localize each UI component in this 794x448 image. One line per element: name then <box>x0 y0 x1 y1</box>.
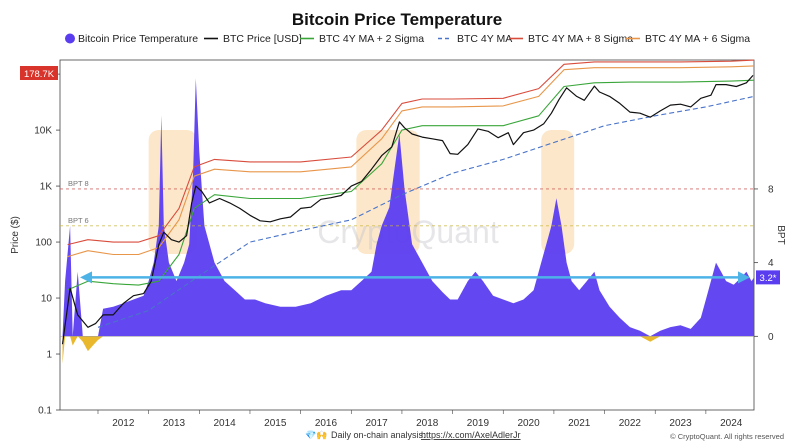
reference-line-label: BPT 8 <box>68 179 89 188</box>
arrow-head-left <box>80 271 92 284</box>
bpt-badge-text: 3.2* <box>760 273 777 284</box>
x-tick-label: 2024 <box>720 418 743 429</box>
legend-label: BTC Price [USD] <box>223 33 302 45</box>
arrow-head-right <box>738 271 750 284</box>
series-line <box>97 95 755 328</box>
reference-line-label: BPT 6 <box>68 216 89 225</box>
series-line <box>67 79 755 291</box>
right-tick-label: 0 <box>768 332 774 343</box>
footer-icons: 💎🙌 <box>305 430 327 440</box>
footer-prefix: Daily on-chain analysis: <box>331 430 426 440</box>
right-tick-label: 8 <box>768 184 774 195</box>
series-line <box>67 65 755 258</box>
x-tick-label: 2012 <box>112 418 135 429</box>
x-tick-label: 2013 <box>163 418 186 429</box>
right-tick-label: 4 <box>768 258 774 269</box>
left-tick-label: 1K <box>40 182 53 193</box>
x-tick-label: 2015 <box>264 418 287 429</box>
x-tick-label: 2019 <box>467 418 490 429</box>
legend-label: BTC 4Y MA + 6 Sigma <box>645 33 750 45</box>
x-tick-label: 2021 <box>568 418 591 429</box>
footer: 💎🙌 Daily on-chain analysis: https://x.co… <box>305 430 784 441</box>
left-axis: 0.11101001K10K100K <box>29 70 60 417</box>
chart-title: Bitcoin Price Temperature <box>292 10 502 29</box>
x-tick-label: 2017 <box>365 418 388 429</box>
legend: Bitcoin Price Temperature BTC Price [USD]… <box>65 33 750 45</box>
footer-link[interactable]: https://x.com/AxelAdlerJr <box>421 430 521 440</box>
bpt-area-negative <box>62 336 754 364</box>
highlight-zone <box>148 130 197 254</box>
left-tick-label: 0.1 <box>38 406 52 417</box>
left-tick-label: 10K <box>34 126 52 137</box>
series-lines <box>61 59 755 345</box>
plot-frame <box>59 59 755 411</box>
x-tick-label: 2016 <box>315 418 338 429</box>
x-tick-label: 2023 <box>669 418 692 429</box>
legend-label: BTC 4Y MA + 8 Sigma <box>528 33 633 45</box>
reference-lines: BPT 8 BPT 6 <box>60 179 754 227</box>
series-line <box>67 59 755 246</box>
badges: 178.7K 3.2* <box>20 66 780 285</box>
bpt-badge <box>756 270 780 285</box>
y-left-label: Price ($) <box>10 216 21 254</box>
x-tick-label: 2022 <box>619 418 642 429</box>
x-tick-label: 2014 <box>214 418 237 429</box>
y-right-label: BPT <box>775 225 786 244</box>
legend-label: BTC 4Y MA <box>457 33 512 45</box>
legend-label: BTC 4Y MA + 2 Sigma <box>319 33 424 45</box>
legend-swatch <box>65 33 75 44</box>
x-axis: 2012 2013 2014 2015 2016 2017 2018 2019 2020 2021… <box>97 410 743 429</box>
left-tick-label: 10 <box>41 294 53 305</box>
right-axis: 0 4 8 <box>754 184 774 343</box>
legend-label: Bitcoin Price Temperature <box>78 33 198 45</box>
left-tick-label: 1 <box>46 350 52 361</box>
left-tick-label: 100 <box>35 238 52 249</box>
bpt-area-positive <box>62 78 754 337</box>
highlight-zone <box>541 130 575 254</box>
x-tick-label: 2020 <box>517 418 540 429</box>
bpt-arrow <box>80 271 750 284</box>
series-line <box>61 75 754 345</box>
x-tick-label: 2018 <box>416 418 439 429</box>
price-badge-text: 178.7K <box>24 69 55 80</box>
price-badge <box>20 66 58 80</box>
bpt-area <box>60 78 754 364</box>
copyright: © CryptoQuant. All rights reserved <box>670 432 784 441</box>
